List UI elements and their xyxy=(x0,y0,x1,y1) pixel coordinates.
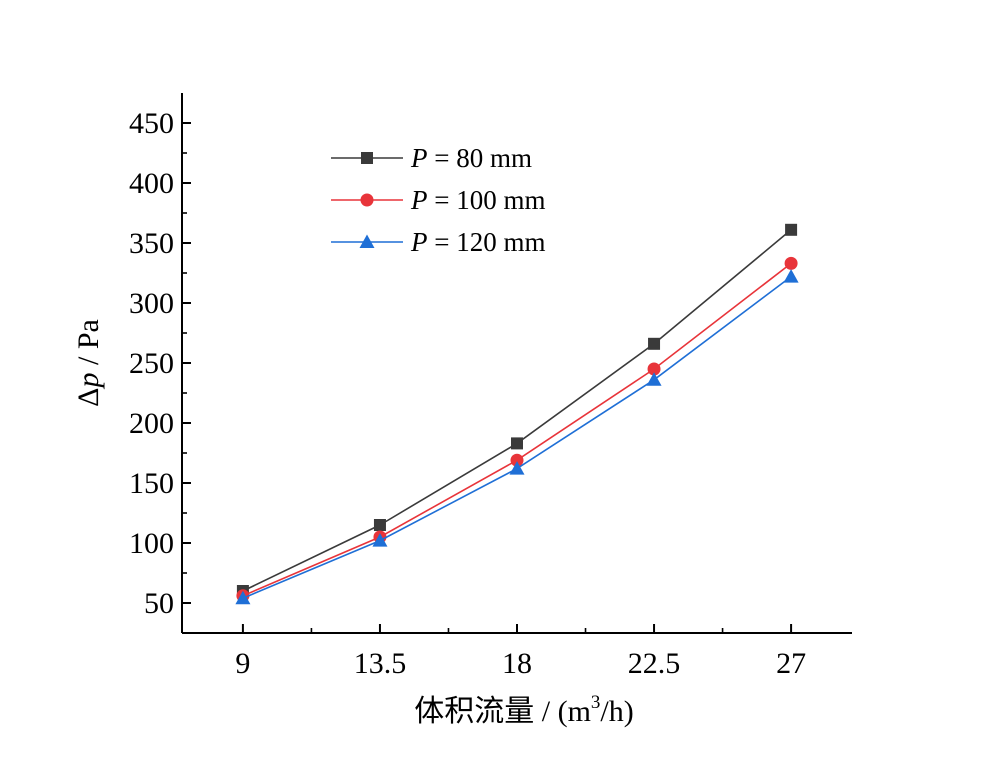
y-tick-label: 350 xyxy=(129,227,174,260)
x-tick-label: 22.5 xyxy=(628,647,681,680)
y-axis-title: Δp / Pa xyxy=(72,319,105,407)
series-layer xyxy=(235,223,799,605)
data-point xyxy=(372,533,388,547)
y-tick-label: 100 xyxy=(129,527,174,560)
data-point xyxy=(510,453,524,467)
y-tick-label: 150 xyxy=(129,467,174,500)
legend-marker xyxy=(359,234,375,248)
y-tick-label: 50 xyxy=(144,587,174,620)
y-tick-label: 300 xyxy=(129,287,174,320)
y-tick-label: 450 xyxy=(129,107,174,140)
series-line xyxy=(242,262,792,597)
legend-label: P = 100 mm xyxy=(410,185,545,215)
series-1 xyxy=(236,223,798,597)
x-axis-title-superscript: 3 xyxy=(591,692,601,713)
axes: 50 100 150 200 250 300 350 400 450 9 13.5 18 22.5 27 xyxy=(129,93,852,680)
data-point xyxy=(511,437,523,450)
legend: P = 80 mm P = 100 mm P = 120 mm xyxy=(331,143,545,257)
data-point xyxy=(648,337,661,350)
legend-label: P = 80 mm xyxy=(410,143,532,173)
data-point xyxy=(235,590,251,605)
y-tick-label: 200 xyxy=(129,407,174,440)
data-point xyxy=(509,461,525,475)
x-tick-label: 9 xyxy=(235,647,250,680)
data-point xyxy=(647,362,661,376)
legend-marker xyxy=(361,152,373,164)
legend-item: P = 120 mm xyxy=(331,227,545,257)
legend-marker xyxy=(360,193,374,207)
x-tick-label: 13.5 xyxy=(354,647,407,680)
data-point xyxy=(784,256,798,270)
data-point xyxy=(646,372,662,386)
x-tick-label: 18 xyxy=(502,647,532,680)
legend-item: P = 80 mm xyxy=(331,143,532,173)
series-3 xyxy=(235,269,799,605)
x-axis-title: 体积流量 / (m3/h) xyxy=(414,692,634,728)
data-point xyxy=(783,269,799,283)
data-point xyxy=(373,519,386,531)
data-point xyxy=(785,223,798,236)
x-tick-label: 27 xyxy=(776,647,806,680)
y-tick-label: 250 xyxy=(129,347,174,380)
y-tick-label: 400 xyxy=(129,167,174,200)
series-2 xyxy=(236,256,798,603)
legend-label: P = 120 mm xyxy=(410,227,545,257)
series-line xyxy=(242,229,792,592)
legend-item: P = 100 mm xyxy=(331,185,545,215)
